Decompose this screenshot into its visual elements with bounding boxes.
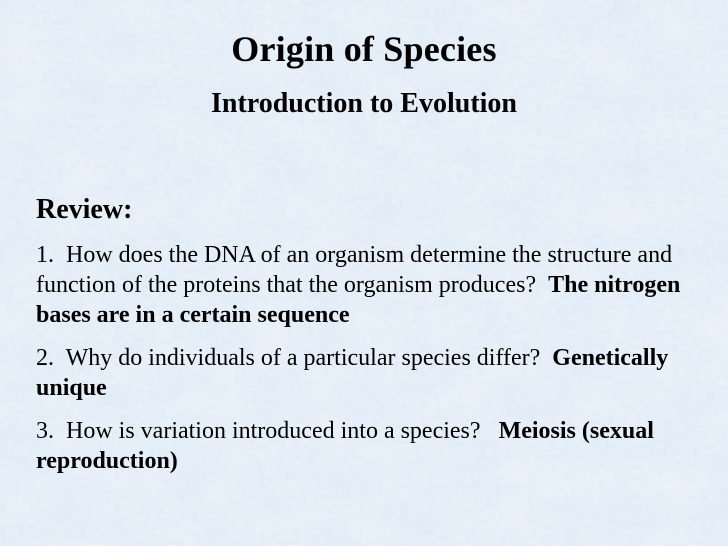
- review-heading: Review:: [36, 194, 133, 225]
- question-1-answer: The nitrogen bases are in a certain sequ…: [36, 272, 687, 328]
- question-paragraph-3: 3. How is variation introduced into a sp…: [36, 416, 700, 476]
- question-3-answer: Meiosis (sexual reproduction): [36, 418, 660, 474]
- question-paragraph-2: 2. Why do individuals of a particular sp…: [36, 343, 700, 403]
- question-1-text: 1. How does the DNA of an organism deter…: [36, 242, 679, 298]
- question-paragraph-1: 1. How does the DNA of an organism deter…: [36, 240, 700, 330]
- question-3-text: 3. How is variation introduced into a sp…: [36, 418, 499, 444]
- review-section: Review: 1. How does the DNA of an organi…: [36, 193, 700, 489]
- question-2-answer: Genetically unique: [36, 345, 675, 401]
- slide-subtitle: Introduction to Evolution: [211, 88, 517, 119]
- question-2-text: 2. Why do individuals of a particular sp…: [36, 345, 553, 371]
- slide-title: Origin of Species: [231, 29, 497, 69]
